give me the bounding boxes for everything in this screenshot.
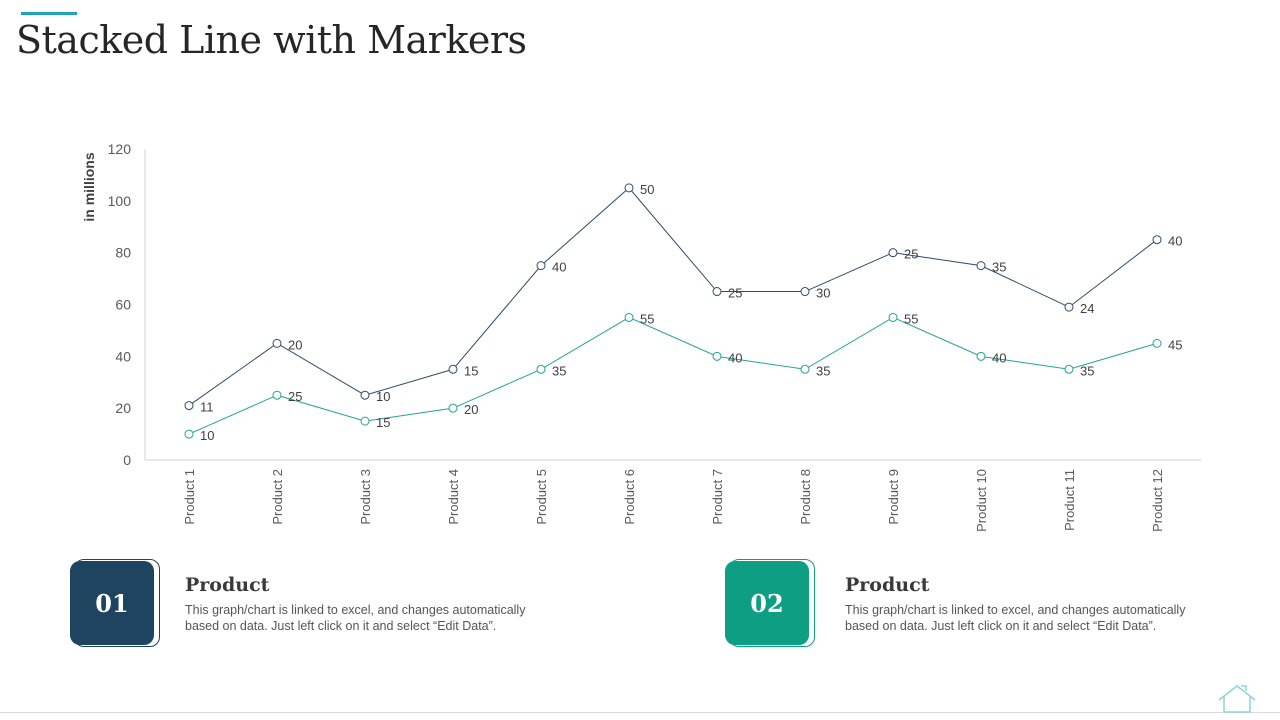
stacked-line-chart: 0 20 40 60 80 100 120 in millions Product 1 Produ…: [81, 141, 1201, 532]
series-2-data-label: 30: [816, 286, 830, 301]
series-1-data-label: 35: [1080, 363, 1094, 378]
series-2-marker: [624, 183, 634, 193]
card-02-heading: Product: [845, 574, 930, 596]
x-tick-label: Product 8: [798, 469, 813, 525]
series-2-data-label: 25: [728, 286, 742, 301]
y-tick-label: 20: [115, 400, 131, 416]
series-2-marker: [272, 338, 282, 348]
x-tick-label: Product 11: [1062, 469, 1077, 531]
series-2-marker: [800, 287, 810, 297]
series-1-data-label: 55: [904, 311, 918, 326]
y-tick-label: 60: [115, 297, 131, 313]
series-2-data-label: 50: [640, 182, 654, 197]
y-tick-label: 40: [115, 348, 131, 364]
series-1-data-label: 55: [640, 311, 654, 326]
series-2-data-label: 24: [1080, 301, 1094, 316]
series-2-marker: [1064, 302, 1074, 312]
x-tick-label: Product 12: [1150, 469, 1165, 532]
card-01-desc-line2: based on data. Just left click on it and…: [185, 619, 497, 633]
series-1-marker: [624, 312, 634, 322]
card-02-desc-line2: based on data. Just left click on it and…: [845, 619, 1157, 633]
series-1-marker: [1064, 364, 1074, 374]
series-2-marker: [360, 390, 370, 400]
card-01-text: Product This graph/chart is linked to ex…: [185, 574, 565, 634]
y-tick-label: 120: [108, 141, 132, 157]
series-1-data-label: 35: [552, 363, 566, 378]
series-2-data-label: 20: [288, 337, 302, 352]
series-1-marker: [1152, 338, 1162, 348]
series-1-data-label: 40: [992, 350, 1006, 365]
footer-divider: [0, 712, 1280, 713]
y-tick-label: 100: [108, 193, 132, 209]
series-2-data-label: 10: [376, 389, 390, 404]
series-2-line: [188, 187, 1158, 406]
series-1-data-label: 40: [728, 350, 742, 365]
series-1-data-label: 25: [288, 389, 302, 404]
series-1-data-label: 35: [816, 363, 830, 378]
series-2-marker: [712, 287, 722, 297]
x-tick-label: Product 4: [446, 469, 461, 525]
card-01-number: 01: [70, 561, 154, 645]
series-1-marker: [712, 351, 722, 361]
card-02-desc-line1: This graph/chart is linked to excel, and…: [845, 603, 1186, 617]
series-1-line: [188, 316, 1158, 435]
y-tick-label: 80: [115, 245, 131, 261]
x-tick-label: Product 2: [270, 469, 285, 525]
series-2-marker: [1152, 235, 1162, 245]
y-axis-title: in millions: [81, 152, 97, 221]
series-2-data-label: 25: [904, 247, 918, 262]
series-1-marker: [536, 364, 546, 374]
series-1-data-label: 20: [464, 402, 478, 417]
series-1-data-label: 15: [376, 415, 390, 430]
series-1-marker: [272, 390, 282, 400]
series-1-marker: [360, 416, 370, 426]
chart-lines: [188, 187, 1158, 435]
chart-axes: 0 20 40 60 80 100 120 in millions Product 1 Produ…: [81, 141, 1201, 532]
y-tick-label: 0: [123, 452, 131, 468]
card-01-desc-line1: This graph/chart is linked to excel, and…: [185, 603, 526, 617]
home-icon[interactable]: [1217, 684, 1257, 714]
series-2-marker: [448, 364, 458, 374]
x-tick-label: Product 9: [886, 469, 901, 525]
series-1-marker: [448, 403, 458, 413]
series-2-data-label: 40: [552, 260, 566, 275]
series-1-marker: [888, 312, 898, 322]
x-tick-label: Product 5: [534, 469, 549, 525]
x-tick-label: Product 6: [622, 469, 637, 525]
series-1-marker: [976, 351, 986, 361]
x-tick-label: Product 3: [358, 469, 373, 525]
card-01-heading: Product: [185, 574, 270, 596]
card-01-description: This graph/chart is linked to excel, and…: [185, 602, 565, 634]
slide-title: Stacked Line with Markers: [16, 18, 527, 62]
series-1-marker: [184, 429, 194, 439]
series-2-marker: [184, 401, 194, 411]
series-2-marker: [976, 261, 986, 271]
x-tick-label: Product 10: [974, 469, 989, 532]
x-tick-label: Product 1: [182, 469, 197, 525]
series-2-data-label: 35: [992, 260, 1006, 275]
card-01: 01: [70, 559, 160, 647]
card-02-text: Product This graph/chart is linked to ex…: [845, 574, 1225, 634]
series-1-marker: [800, 364, 810, 374]
card-02: 02: [725, 559, 815, 647]
card-02-description: This graph/chart is linked to excel, and…: [845, 602, 1225, 634]
series-2-marker: [888, 248, 898, 258]
chart-marks: 10 25 15 20 35 55 40 35 55 40 35 45 11 20 10 15 40 50 25 30…: [184, 182, 1182, 443]
series-2-data-label: 11: [200, 400, 214, 415]
title-accent-bar: [21, 12, 77, 15]
card-02-number: 02: [725, 561, 809, 645]
series-1-data-label: 10: [200, 428, 214, 443]
series-2-marker: [536, 261, 546, 271]
series-2-data-label: 15: [464, 363, 478, 378]
x-tick-label: Product 7: [710, 469, 725, 525]
series-2-data-label: 40: [1168, 234, 1182, 249]
series-1-data-label: 45: [1168, 337, 1182, 352]
